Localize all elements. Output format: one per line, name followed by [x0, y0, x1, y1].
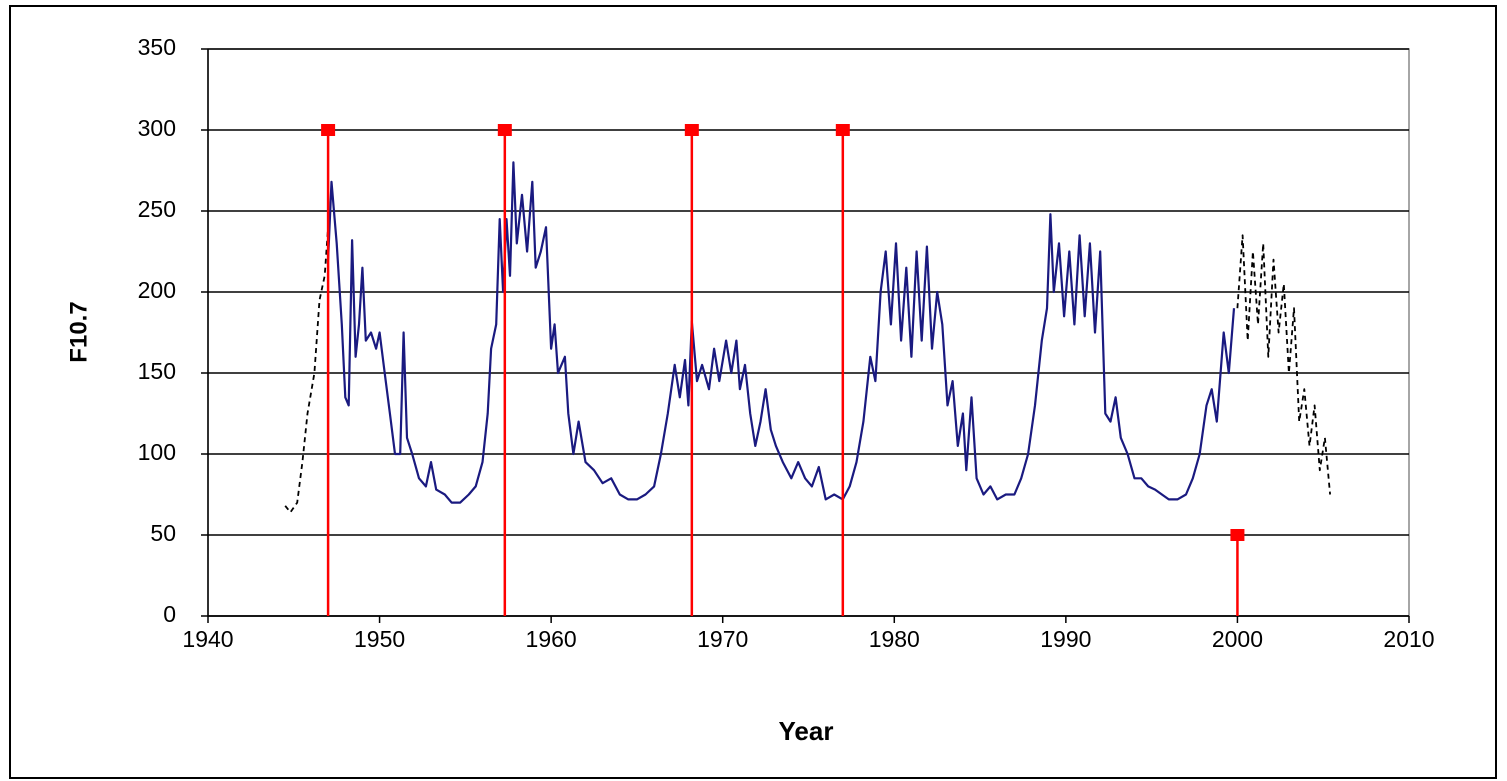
y-tick-label: 250 [138, 196, 176, 222]
plot-area [207, 48, 1410, 617]
x-tick-label: 1960 [526, 626, 577, 652]
x-axis-label: Year [779, 716, 834, 746]
x-tick-label: 1970 [697, 626, 748, 652]
y-axis-label: F10.7 [65, 301, 92, 362]
y-tick-label: 350 [138, 34, 176, 60]
x-tick-label: 2000 [1212, 626, 1263, 652]
series-line [284, 227, 329, 514]
x-tick-label: 1950 [354, 626, 405, 652]
series-line [1236, 234, 1331, 495]
y-tick-label: 200 [138, 277, 176, 303]
marker [497, 124, 512, 136]
x-tick-label: 1940 [182, 626, 233, 652]
x-tick-label: 2010 [1383, 626, 1434, 652]
marker [1230, 529, 1245, 541]
y-tick-label: 100 [138, 439, 176, 465]
y-tick-label: 0 [163, 601, 176, 627]
x-tick-label: 1990 [1040, 626, 1091, 652]
series-line [327, 161, 1236, 504]
marker [321, 124, 336, 136]
marker [684, 124, 699, 136]
y-tick-label: 150 [138, 358, 176, 384]
marker [835, 124, 850, 136]
x-tick-label: 1980 [869, 626, 920, 652]
y-tick-label: 50 [150, 520, 176, 546]
y-tick-label: 300 [138, 115, 176, 141]
